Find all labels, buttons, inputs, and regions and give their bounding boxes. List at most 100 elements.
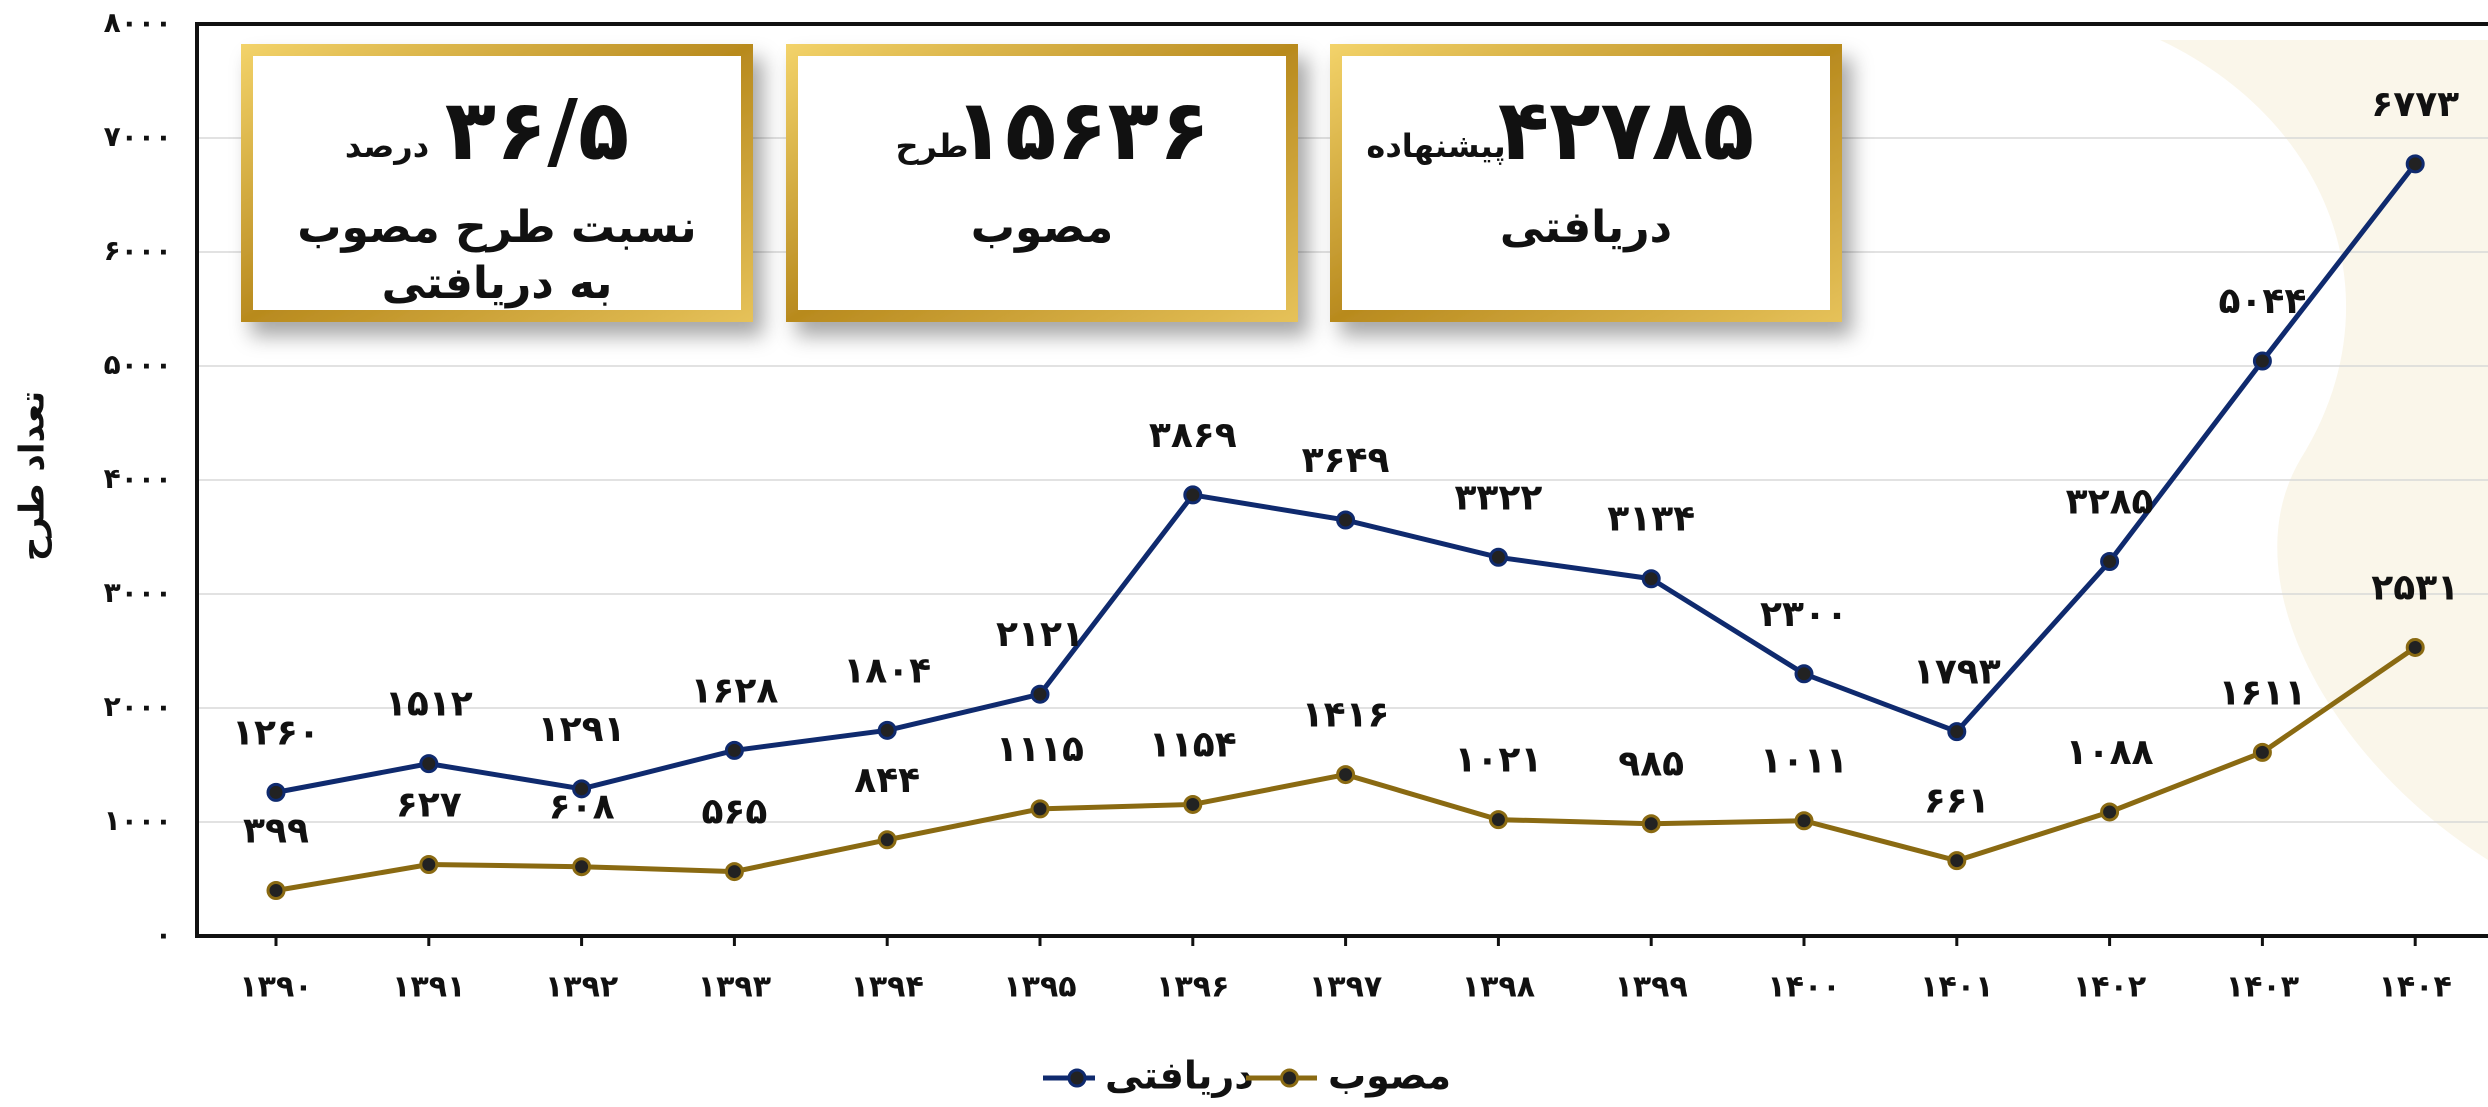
x-tick-label: ۱۳۹۶	[1156, 970, 1229, 1005]
x-tick-label: ۱۴۰۱	[1920, 970, 1993, 1005]
y-tick-label: ۲۰۰۰	[104, 690, 172, 723]
legend-label: مصوب	[1328, 1054, 1451, 1098]
data-label: ۳۹۹	[243, 811, 309, 852]
x-tick-label: ۱۳۹۹	[1615, 970, 1688, 1005]
y-tick-label: ۶۰۰۰	[104, 234, 172, 267]
y-axis-label: تعداد طرح	[13, 391, 53, 561]
point	[2102, 804, 2118, 820]
card-caption: دریافتی	[1500, 202, 1672, 253]
y-tick-label: ۰	[155, 918, 172, 951]
data-label: ۱۲۹۱	[538, 709, 626, 750]
x-tick-label: ۱۴۰۳	[2226, 970, 2299, 1005]
x-tick-label: ۱۳۹۰	[239, 970, 312, 1005]
point	[879, 722, 895, 738]
data-label: ۳۳۲۲	[1454, 477, 1542, 518]
point	[1490, 549, 1506, 565]
y-tick-label: ۳۰۰۰	[104, 576, 172, 609]
point	[1949, 724, 1965, 740]
card-caption: به دریافتی	[382, 258, 613, 309]
point	[268, 883, 284, 899]
card-unit: طرح	[895, 127, 968, 165]
data-label: ۱۵۱۲	[385, 684, 473, 725]
x-tick-label: ۱۴۰۴	[2379, 970, 2452, 1005]
data-label: ۶۰۸	[549, 787, 615, 828]
point	[726, 864, 742, 880]
point	[1949, 853, 1965, 869]
card-number: ۳۶/۵	[445, 81, 630, 179]
point	[2254, 744, 2270, 760]
x-tick-label: ۱۳۹۸	[1462, 970, 1535, 1005]
watermark	[2160, 40, 2488, 860]
data-label: ۹۸۵	[1618, 744, 1684, 785]
data-label: ۲۵۳۱	[2371, 567, 2459, 608]
point	[2407, 156, 2423, 172]
data-label: ۱۲۶۰	[232, 712, 320, 753]
x-tick-label: ۱۳۹۱	[392, 970, 465, 1005]
data-label: ۵۶۵	[701, 792, 767, 833]
point	[574, 859, 590, 875]
data-label: ۲۱۲۱	[996, 614, 1084, 655]
x-tick-label: ۱۳۹۲	[545, 970, 618, 1005]
legend-marker	[1069, 1070, 1085, 1086]
y-tick-label: ۷۰۰۰	[104, 120, 172, 153]
data-label: ۶۲۷	[396, 785, 462, 826]
data-label: ۲۳۰۰	[1760, 594, 1848, 635]
x-tick-label: ۱۳۹۷	[1309, 970, 1382, 1005]
point	[1796, 666, 1812, 682]
data-label: ۳۶۴۹	[1302, 440, 1390, 481]
point	[421, 857, 437, 873]
data-label: ۱۶۱۱	[2218, 672, 2306, 713]
point	[1032, 801, 1048, 817]
point	[2102, 554, 2118, 570]
data-label: ۱۴۱۶	[1302, 695, 1390, 736]
data-label: ۳۲۸۵	[2066, 482, 2154, 523]
x-tick-label: ۱۴۰۲	[2073, 970, 2146, 1005]
point	[2254, 353, 2270, 369]
data-label: ۱۰۱۱	[1760, 741, 1848, 782]
point	[1643, 571, 1659, 587]
x-tick-label: ۱۳۹۳	[698, 970, 771, 1005]
legend-label: دریافتی	[1105, 1054, 1254, 1098]
point	[1338, 767, 1354, 783]
data-label: ۳۸۶۹	[1149, 415, 1237, 456]
point	[1796, 813, 1812, 829]
point	[421, 756, 437, 772]
point	[268, 784, 284, 800]
data-label: ۶۶۱	[1924, 781, 1990, 822]
point	[1490, 812, 1506, 828]
card-caption: نسبت طرح مصوب	[297, 202, 696, 253]
card-caption: مصوب	[971, 202, 1113, 253]
x-tick-label: ۱۳۹۵	[1003, 970, 1076, 1005]
point	[1185, 487, 1201, 503]
data-label: ۵۰۴۴	[2218, 281, 2306, 322]
point	[879, 832, 895, 848]
card-number: ۴۲۷۸۵	[1498, 81, 1754, 179]
data-label: ۱۶۲۸	[690, 670, 778, 711]
data-label: ۱۸۰۴	[843, 650, 931, 691]
data-label: ۱۰۲۱	[1454, 740, 1542, 781]
point	[726, 742, 742, 758]
data-label: ۱۱۱۵	[996, 729, 1084, 770]
card-number: ۱۵۶۳۶	[954, 81, 1210, 179]
data-label: ۳۱۳۴	[1607, 499, 1695, 540]
x-tick-label: ۱۳۹۴	[851, 970, 924, 1005]
y-tick-label: ۸۰۰۰	[104, 6, 172, 39]
point	[1032, 686, 1048, 702]
y-tick-label: ۵۰۰۰	[104, 348, 172, 381]
x-tick-label: ۱۴۰۰	[1767, 970, 1840, 1005]
point	[1185, 796, 1201, 812]
chart: تعداد طرح ۳۶/۵ درصد نسبت طرح مصوببه دریافت…	[0, 0, 2488, 1107]
data-label: ۱۷۹۳	[1913, 652, 2001, 693]
legend-marker	[1282, 1070, 1298, 1086]
card-unit: درصد	[345, 127, 429, 165]
data-label: ۸۴۴	[854, 760, 920, 801]
card-unit: پیشنهاده	[1366, 127, 1505, 165]
point	[1338, 512, 1354, 528]
data-label: ۱۰۸۸	[2066, 732, 2154, 773]
y-tick-label: ۱۰۰۰	[104, 804, 172, 837]
point	[2407, 639, 2423, 655]
data-label: ۶۷۷۳	[2371, 84, 2459, 125]
point	[1643, 816, 1659, 832]
data-label: ۱۱۵۴	[1149, 724, 1237, 765]
